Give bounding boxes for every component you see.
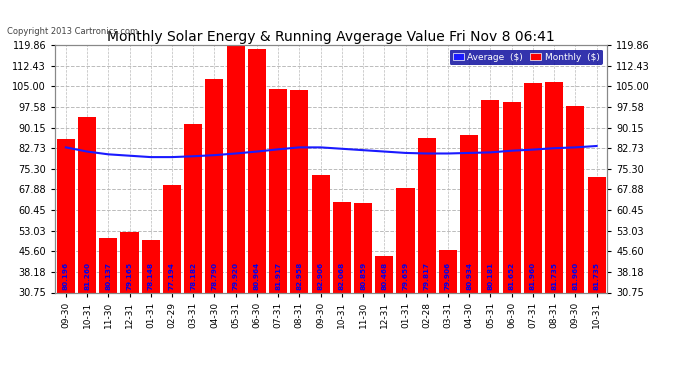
Bar bbox=[226, 46, 245, 292]
Text: 82.068: 82.068 bbox=[339, 262, 345, 290]
Text: 80.859: 80.859 bbox=[360, 261, 366, 290]
Text: 79.165: 79.165 bbox=[126, 262, 132, 290]
Bar bbox=[482, 100, 500, 292]
Text: 78.148: 78.148 bbox=[148, 262, 154, 290]
Bar bbox=[439, 250, 457, 292]
Bar bbox=[290, 90, 308, 292]
Bar bbox=[524, 84, 542, 292]
Bar bbox=[333, 201, 351, 292]
Bar bbox=[354, 203, 372, 292]
Bar bbox=[417, 138, 436, 292]
Text: 81.260: 81.260 bbox=[84, 262, 90, 290]
Bar bbox=[78, 117, 96, 292]
Bar bbox=[206, 80, 224, 292]
Text: 79.906: 79.906 bbox=[445, 262, 451, 290]
Bar bbox=[502, 102, 521, 292]
Text: 80.934: 80.934 bbox=[466, 262, 472, 290]
Text: 79.920: 79.920 bbox=[233, 262, 239, 290]
Text: 77.194: 77.194 bbox=[169, 262, 175, 290]
Text: 82.958: 82.958 bbox=[296, 261, 302, 290]
Bar bbox=[163, 185, 181, 292]
Bar bbox=[248, 49, 266, 292]
Text: 80.196: 80.196 bbox=[63, 262, 69, 290]
Text: 81.960: 81.960 bbox=[530, 262, 536, 290]
Text: 81.960: 81.960 bbox=[572, 262, 578, 290]
Text: 81.735: 81.735 bbox=[551, 262, 557, 290]
Text: 78.790: 78.790 bbox=[211, 262, 217, 290]
Text: 79.659: 79.659 bbox=[402, 261, 408, 290]
Title: Monthly Solar Energy & Running Avgerage Value Fri Nov 8 06:41: Monthly Solar Energy & Running Avgerage … bbox=[108, 30, 555, 44]
Bar bbox=[566, 106, 584, 292]
Text: 81.735: 81.735 bbox=[593, 262, 600, 290]
Text: Copyright 2013 Cartronics.com: Copyright 2013 Cartronics.com bbox=[7, 27, 138, 36]
Text: 80.468: 80.468 bbox=[382, 262, 387, 290]
Bar bbox=[588, 177, 606, 292]
Text: 81.917: 81.917 bbox=[275, 262, 281, 290]
Bar bbox=[141, 240, 160, 292]
Bar bbox=[545, 82, 563, 292]
Bar bbox=[99, 238, 117, 292]
Bar bbox=[269, 89, 287, 292]
Bar bbox=[57, 139, 75, 292]
Text: 78.182: 78.182 bbox=[190, 262, 196, 290]
Bar bbox=[375, 256, 393, 292]
Text: 81.652: 81.652 bbox=[509, 262, 515, 290]
Bar bbox=[121, 232, 139, 292]
Text: 80.137: 80.137 bbox=[106, 262, 111, 290]
Bar bbox=[460, 135, 478, 292]
Bar bbox=[184, 124, 202, 292]
Bar bbox=[312, 175, 330, 292]
Bar bbox=[397, 188, 415, 292]
Legend: Average  ($), Monthly  ($): Average ($), Monthly ($) bbox=[450, 50, 602, 65]
Text: 82.906: 82.906 bbox=[317, 262, 324, 290]
Text: 80.964: 80.964 bbox=[254, 262, 260, 290]
Text: 79.817: 79.817 bbox=[424, 262, 430, 290]
Text: 80.181: 80.181 bbox=[487, 262, 493, 290]
